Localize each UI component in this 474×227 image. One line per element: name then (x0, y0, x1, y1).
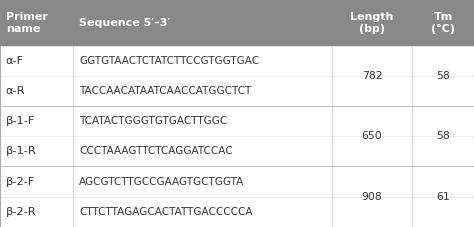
Text: CTTCTTAGAGCACTATTGACCCCCA: CTTCTTAGAGCACTATTGACCCCCA (79, 207, 253, 217)
Text: CCCTAAAGTTCTCAGGATCCAC: CCCTAAAGTTCTCAGGATCCAC (79, 146, 233, 156)
Text: 58: 58 (436, 131, 450, 141)
Text: 908: 908 (362, 192, 383, 202)
Text: 782: 782 (362, 71, 383, 81)
Bar (0, 0, 474, 45)
Text: Sequence 5′–3′: Sequence 5′–3′ (79, 18, 171, 28)
Text: TACCAACATAATCAACCATGGCTCT: TACCAACATAATCAACCATGGCTCT (79, 86, 251, 96)
Text: β-1-R: β-1-R (6, 146, 36, 156)
Text: TCATACTGGGTGTGACTTGGC: TCATACTGGGTGTGACTTGGC (79, 116, 228, 126)
Text: β-2-F: β-2-F (6, 177, 35, 187)
Bar (0, 45, 474, 227)
Text: GGTGTAACTCTATCTTCCGTGGTGAC: GGTGTAACTCTATCTTCCGTGGTGAC (79, 56, 259, 66)
Text: 61: 61 (436, 192, 450, 202)
Text: Primer
name: Primer name (6, 12, 47, 34)
Text: 58: 58 (436, 71, 450, 81)
Text: Length
(bp): Length (bp) (350, 12, 394, 34)
Text: AGCGTCTTGCCGAAGTGCTGGTA: AGCGTCTTGCCGAAGTGCTGGTA (79, 177, 245, 187)
Text: α-F: α-F (6, 56, 24, 66)
Text: β-1-F: β-1-F (6, 116, 35, 126)
Text: Tm
(°C): Tm (°C) (431, 12, 455, 34)
Text: β-2-R: β-2-R (6, 207, 36, 217)
Text: α-R: α-R (6, 86, 25, 96)
Text: 650: 650 (362, 131, 383, 141)
